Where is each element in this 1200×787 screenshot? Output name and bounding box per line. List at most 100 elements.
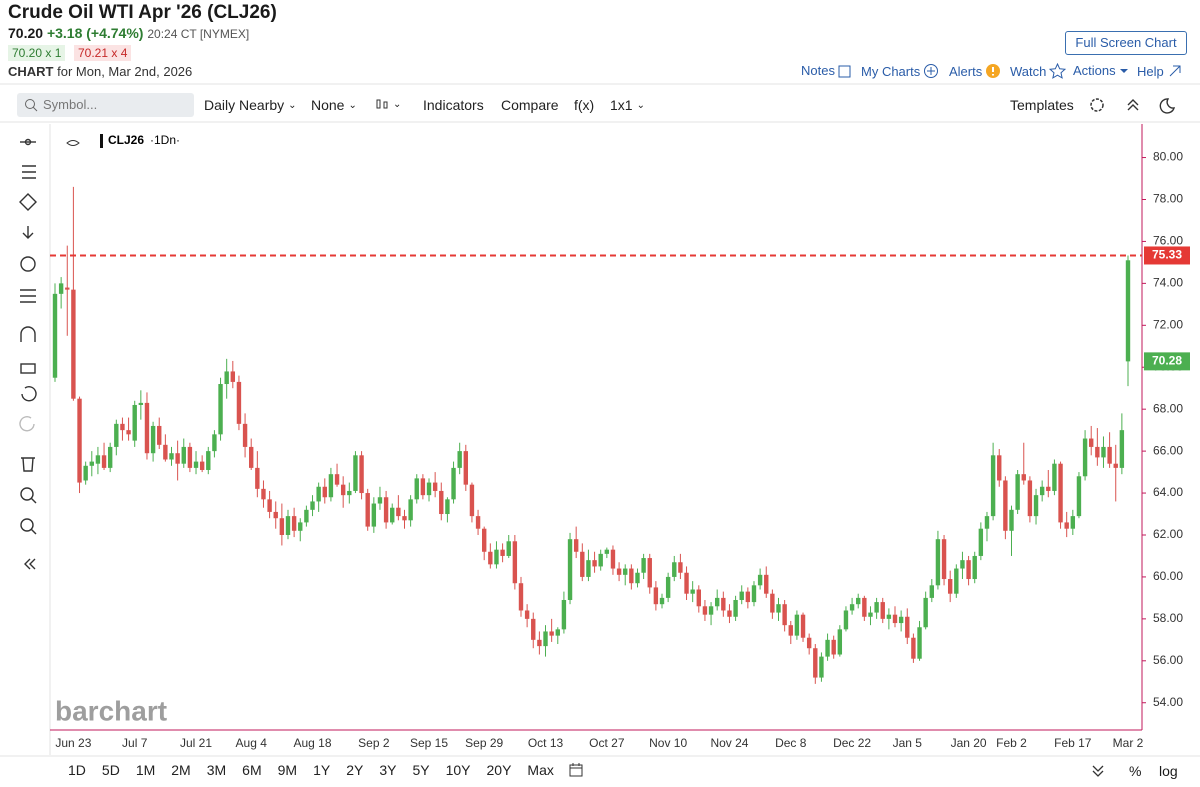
icon-shape <box>383 101 388 109</box>
period-button[interactable]: 5D <box>101 762 120 778</box>
candle-body <box>163 444 168 460</box>
templates-button[interactable]: Templates <box>1010 97 1074 113</box>
collapse-icon[interactable] <box>1127 99 1139 111</box>
symbol-search[interactable]: Symbol... <box>17 93 194 117</box>
chart-type-dropdown[interactable]: ⌄ <box>375 97 401 111</box>
candle-body <box>475 516 481 529</box>
tool-icon[interactable] <box>20 487 34 501</box>
period-button[interactable]: 3Y <box>379 762 397 778</box>
toolbar-button[interactable]: f(x) <box>574 97 595 113</box>
nav-my-charts[interactable]: My Charts <box>861 63 939 79</box>
settings-icon[interactable] <box>1090 98 1104 112</box>
bid: 70.20 x 1 <box>8 45 66 61</box>
tool-icon[interactable] <box>20 326 36 342</box>
candle-body <box>261 488 266 500</box>
period-button[interactable]: 3M <box>206 762 227 778</box>
candle-body <box>175 453 180 464</box>
nav-actions[interactable]: Actions <box>1073 63 1129 78</box>
nav-label[interactable]: Notes <box>801 63 835 78</box>
tool-icon[interactable] <box>19 416 35 432</box>
instrument-title: Crude Oil WTI Apr '26 (CLJ26) <box>8 2 277 23</box>
period-button[interactable]: 2M <box>171 762 191 778</box>
theme-icon[interactable] <box>1159 98 1175 114</box>
tool-icon[interactable] <box>20 518 34 532</box>
candle-body <box>1125 260 1131 362</box>
tool-icon[interactable] <box>19 193 37 211</box>
visibility-icon[interactable] <box>66 140 80 146</box>
toolbar-button[interactable]: Compare <box>501 97 559 113</box>
candle-body <box>984 516 990 529</box>
log-toggle[interactable]: log <box>1159 763 1178 779</box>
candle-body <box>1046 486 1051 491</box>
price-change: +3.18 (+4.74%) <box>46 25 144 41</box>
tool-icon[interactable] <box>21 386 37 402</box>
x-tick-label: Jul 21 <box>180 736 212 750</box>
period-button[interactable]: Max <box>527 762 554 778</box>
nav-label[interactable]: Help <box>1137 63 1164 79</box>
nav-icon <box>986 64 1001 78</box>
candle-body <box>316 486 321 502</box>
quote-line: 70.20 +3.18 (+4.74%) 20:24 CT [NYMEX] <box>8 25 249 41</box>
symbol-placeholder: Symbol... <box>43 97 98 112</box>
y-tick-label: 56.00 <box>1153 653 1183 667</box>
toolbar-dropdown[interactable]: Daily Nearby ⌄ <box>204 97 297 113</box>
percent-toggle[interactable]: % <box>1129 763 1142 779</box>
period-button[interactable]: 1D <box>68 762 86 778</box>
toolbar-dropdown[interactable]: None ⌄ <box>311 97 357 113</box>
candle-body <box>1107 446 1112 464</box>
nav-notes[interactable]: Notes <box>801 63 852 78</box>
plot-area: 54.00 56.00 58.00 60.00 62.00 64.00 66.00 68.00… <box>50 150 1190 750</box>
period-button[interactable]: 9M <box>277 762 298 778</box>
candle-body <box>788 625 793 636</box>
tool-icon[interactable] <box>22 226 34 239</box>
candle-body <box>880 602 885 619</box>
y-tick-label: 78.00 <box>1153 192 1183 206</box>
nav-help[interactable]: Help <box>1137 63 1183 79</box>
y-tick-label: 72.00 <box>1153 317 1183 331</box>
price-label: 75.33 <box>1152 248 1182 262</box>
x-tick-label: Dec 8 <box>775 736 807 750</box>
period-button[interactable]: 2Y <box>346 762 364 778</box>
nav-label[interactable]: My Charts <box>861 63 921 79</box>
collapse-down-icon[interactable] <box>1090 764 1106 778</box>
toolbar-label[interactable]: Daily Nearby <box>204 97 285 113</box>
drawing-tools[interactable] <box>19 138 37 570</box>
full-screen-button[interactable]: Full Screen Chart <box>1065 31 1187 55</box>
tool-icon[interactable] <box>20 256 36 272</box>
tool-icon[interactable] <box>24 138 32 146</box>
candle-body <box>267 499 272 512</box>
period-selector: 1D 5D 1M 2M 3M 6M 9M 1Y 2Y 3Y 5Y 10Y 20Y… <box>60 762 584 778</box>
nav-label[interactable]: Watch <box>1010 63 1047 79</box>
period-button[interactable]: 1Y <box>313 762 331 778</box>
toolbar-label[interactable]: 1x1 <box>610 97 633 113</box>
x-tick-label: Oct 13 <box>528 736 564 750</box>
period-button[interactable]: 6M <box>242 762 262 778</box>
tool-icon[interactable] <box>22 165 36 179</box>
candle-body <box>524 610 530 619</box>
period-button[interactable]: 10Y <box>445 762 471 778</box>
period-button[interactable]: 20Y <box>486 762 512 778</box>
candle-body <box>101 455 107 468</box>
candle-body <box>1003 480 1008 531</box>
candle-body <box>610 549 616 569</box>
candle-body <box>426 482 432 496</box>
tool-icon[interactable] <box>24 558 36 570</box>
nav-watch[interactable]: Watch <box>1010 63 1067 79</box>
toolbar-label[interactable]: None <box>311 97 345 113</box>
candle-body <box>696 589 701 607</box>
candle-body <box>506 541 511 556</box>
nav-label[interactable]: Actions <box>1073 63 1116 78</box>
nav-alerts[interactable]: Alerts <box>949 63 1001 79</box>
nav-label[interactable]: Alerts <box>949 63 983 79</box>
period-button[interactable]: 1M <box>135 762 156 778</box>
tool-icon[interactable] <box>30 528 37 535</box>
tool-icon[interactable] <box>20 289 36 303</box>
period-button[interactable]: 5Y <box>412 762 430 778</box>
toolbar-dropdown[interactable]: 1x1 ⌄ <box>610 97 645 113</box>
calendar-icon[interactable] <box>568 762 584 778</box>
tool-icon[interactable] <box>20 363 36 374</box>
toolbar-button[interactable]: Indicators <box>423 97 484 113</box>
tool-icon[interactable] <box>21 457 35 472</box>
tool-icon[interactable] <box>30 497 37 504</box>
